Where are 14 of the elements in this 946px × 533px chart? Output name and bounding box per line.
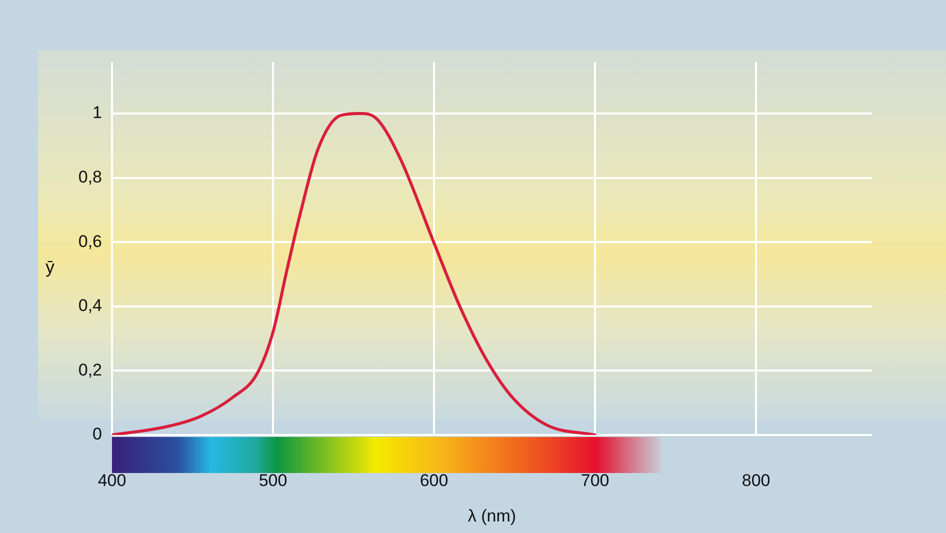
x-tick-label: 800 — [742, 470, 770, 490]
y-tick-label: 0,4 — [78, 296, 102, 316]
y-tick-label: 0 — [92, 424, 102, 444]
line-series — [112, 112, 597, 435]
x-tick-label: 600 — [420, 470, 448, 490]
x-tick-label: 400 — [98, 470, 126, 490]
y-tick-label: 0,2 — [78, 360, 102, 380]
y-tick-label: 0,8 — [78, 167, 102, 186]
x-tick-label: 700 — [580, 470, 610, 490]
y-tick-label: 0,6 — [78, 232, 102, 251]
x-tick-label: 500 — [258, 470, 288, 490]
x-axis-title: λ (nm) — [468, 506, 516, 526]
y-axis-title: ȳ — [46, 256, 54, 277]
y-tick-label: 1 — [92, 103, 102, 122]
